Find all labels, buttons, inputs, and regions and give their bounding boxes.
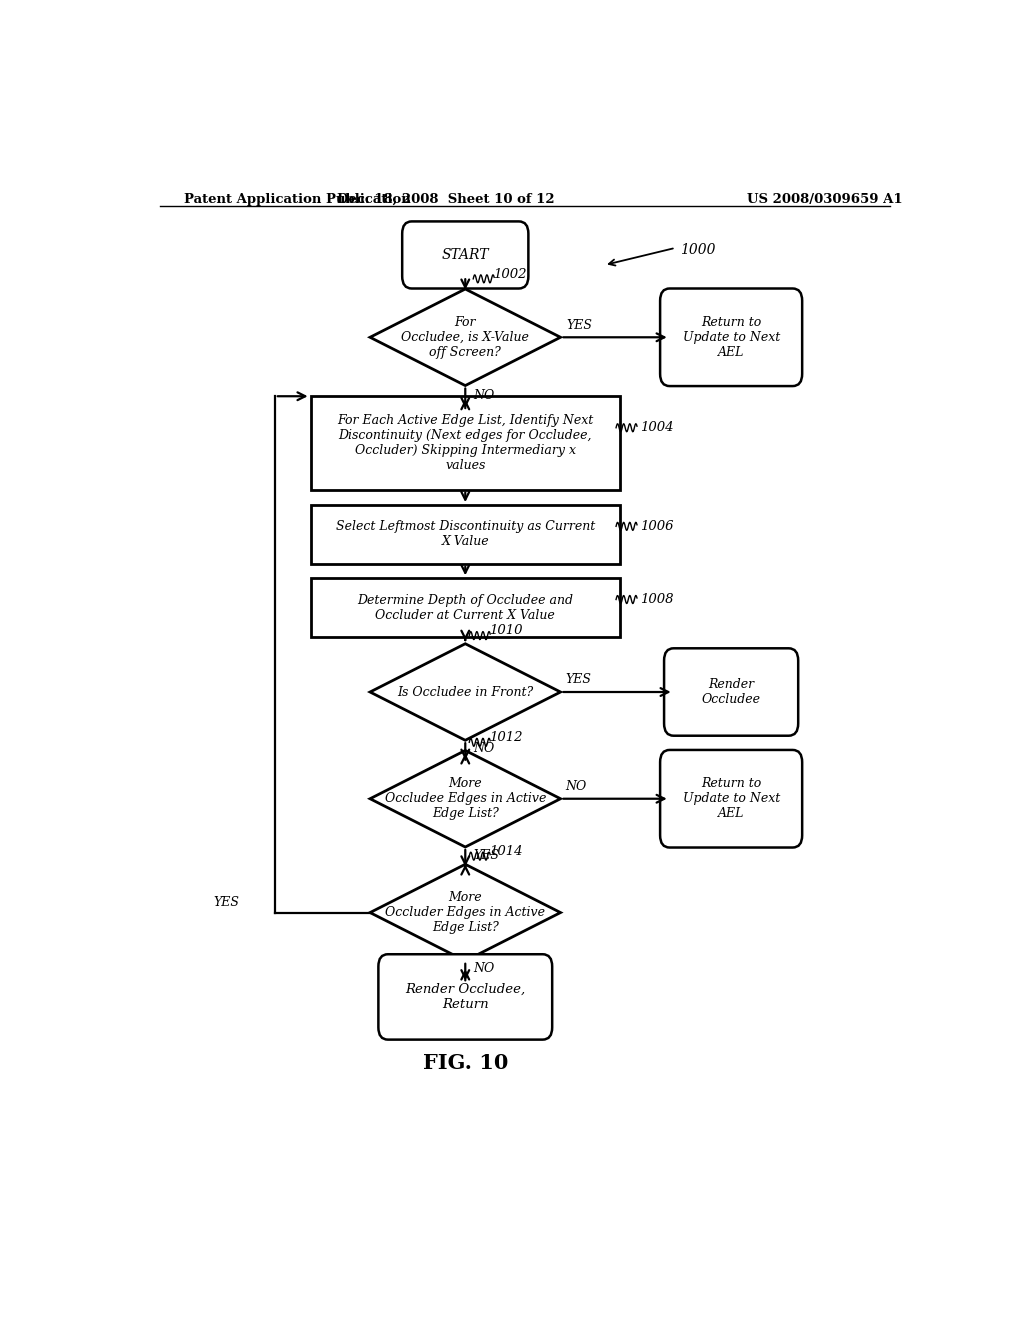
Text: YES: YES (473, 849, 500, 862)
Polygon shape (370, 751, 560, 847)
Polygon shape (370, 289, 560, 385)
Text: Select Leftmost Discontinuity as Current
X Value: Select Leftmost Discontinuity as Current… (336, 520, 595, 549)
Text: More
Occludee Edges in Active
Edge List?: More Occludee Edges in Active Edge List? (385, 777, 546, 820)
Text: 1014: 1014 (489, 845, 522, 858)
Text: 1012: 1012 (489, 731, 522, 743)
FancyBboxPatch shape (379, 954, 552, 1040)
Text: For Each Active Edge List, Identify Next
Discontinuity (Next edges for Occludee,: For Each Active Edge List, Identify Next… (337, 414, 593, 473)
Text: 1008: 1008 (640, 593, 674, 606)
Text: Render Occludee,
Return: Render Occludee, Return (406, 983, 525, 1011)
Text: NO: NO (473, 742, 495, 755)
Text: 1002: 1002 (494, 268, 526, 281)
FancyBboxPatch shape (660, 289, 802, 385)
Text: 1010: 1010 (489, 624, 522, 638)
Text: NO: NO (473, 962, 495, 975)
FancyBboxPatch shape (402, 222, 528, 289)
Text: Render
Occludee: Render Occludee (701, 678, 761, 706)
Text: Return to
Update to Next
AEL: Return to Update to Next AEL (683, 315, 779, 359)
Text: 1000: 1000 (680, 243, 715, 257)
Text: YES: YES (213, 896, 240, 909)
Text: Determine Depth of Occludee and
Occluder at Current X Value: Determine Depth of Occludee and Occluder… (357, 594, 573, 622)
Text: 1006: 1006 (640, 520, 674, 533)
Text: NO: NO (473, 389, 495, 403)
Text: YES: YES (567, 318, 593, 331)
Text: Dec. 18, 2008  Sheet 10 of 12: Dec. 18, 2008 Sheet 10 of 12 (337, 193, 554, 206)
Text: More
Occluder Edges in Active
Edge List?: More Occluder Edges in Active Edge List? (385, 891, 545, 935)
Text: Is Occludee in Front?: Is Occludee in Front? (397, 685, 534, 698)
Text: NO: NO (565, 780, 587, 793)
Text: For
Occludee, is X-Value
off Screen?: For Occludee, is X-Value off Screen? (401, 315, 529, 359)
FancyBboxPatch shape (660, 750, 802, 847)
Text: US 2008/0309659 A1: US 2008/0309659 A1 (748, 193, 902, 206)
Polygon shape (370, 644, 560, 741)
Text: FIG. 10: FIG. 10 (423, 1053, 508, 1073)
Bar (310, 396, 621, 490)
Text: YES: YES (565, 673, 591, 686)
Bar (310, 506, 621, 564)
Text: 1004: 1004 (640, 421, 674, 434)
FancyBboxPatch shape (665, 648, 798, 735)
Bar (310, 578, 621, 638)
Text: Return to
Update to Next
AEL: Return to Update to Next AEL (683, 777, 779, 820)
Text: START: START (441, 248, 489, 261)
Polygon shape (370, 865, 560, 961)
Text: Patent Application Publication: Patent Application Publication (183, 193, 411, 206)
